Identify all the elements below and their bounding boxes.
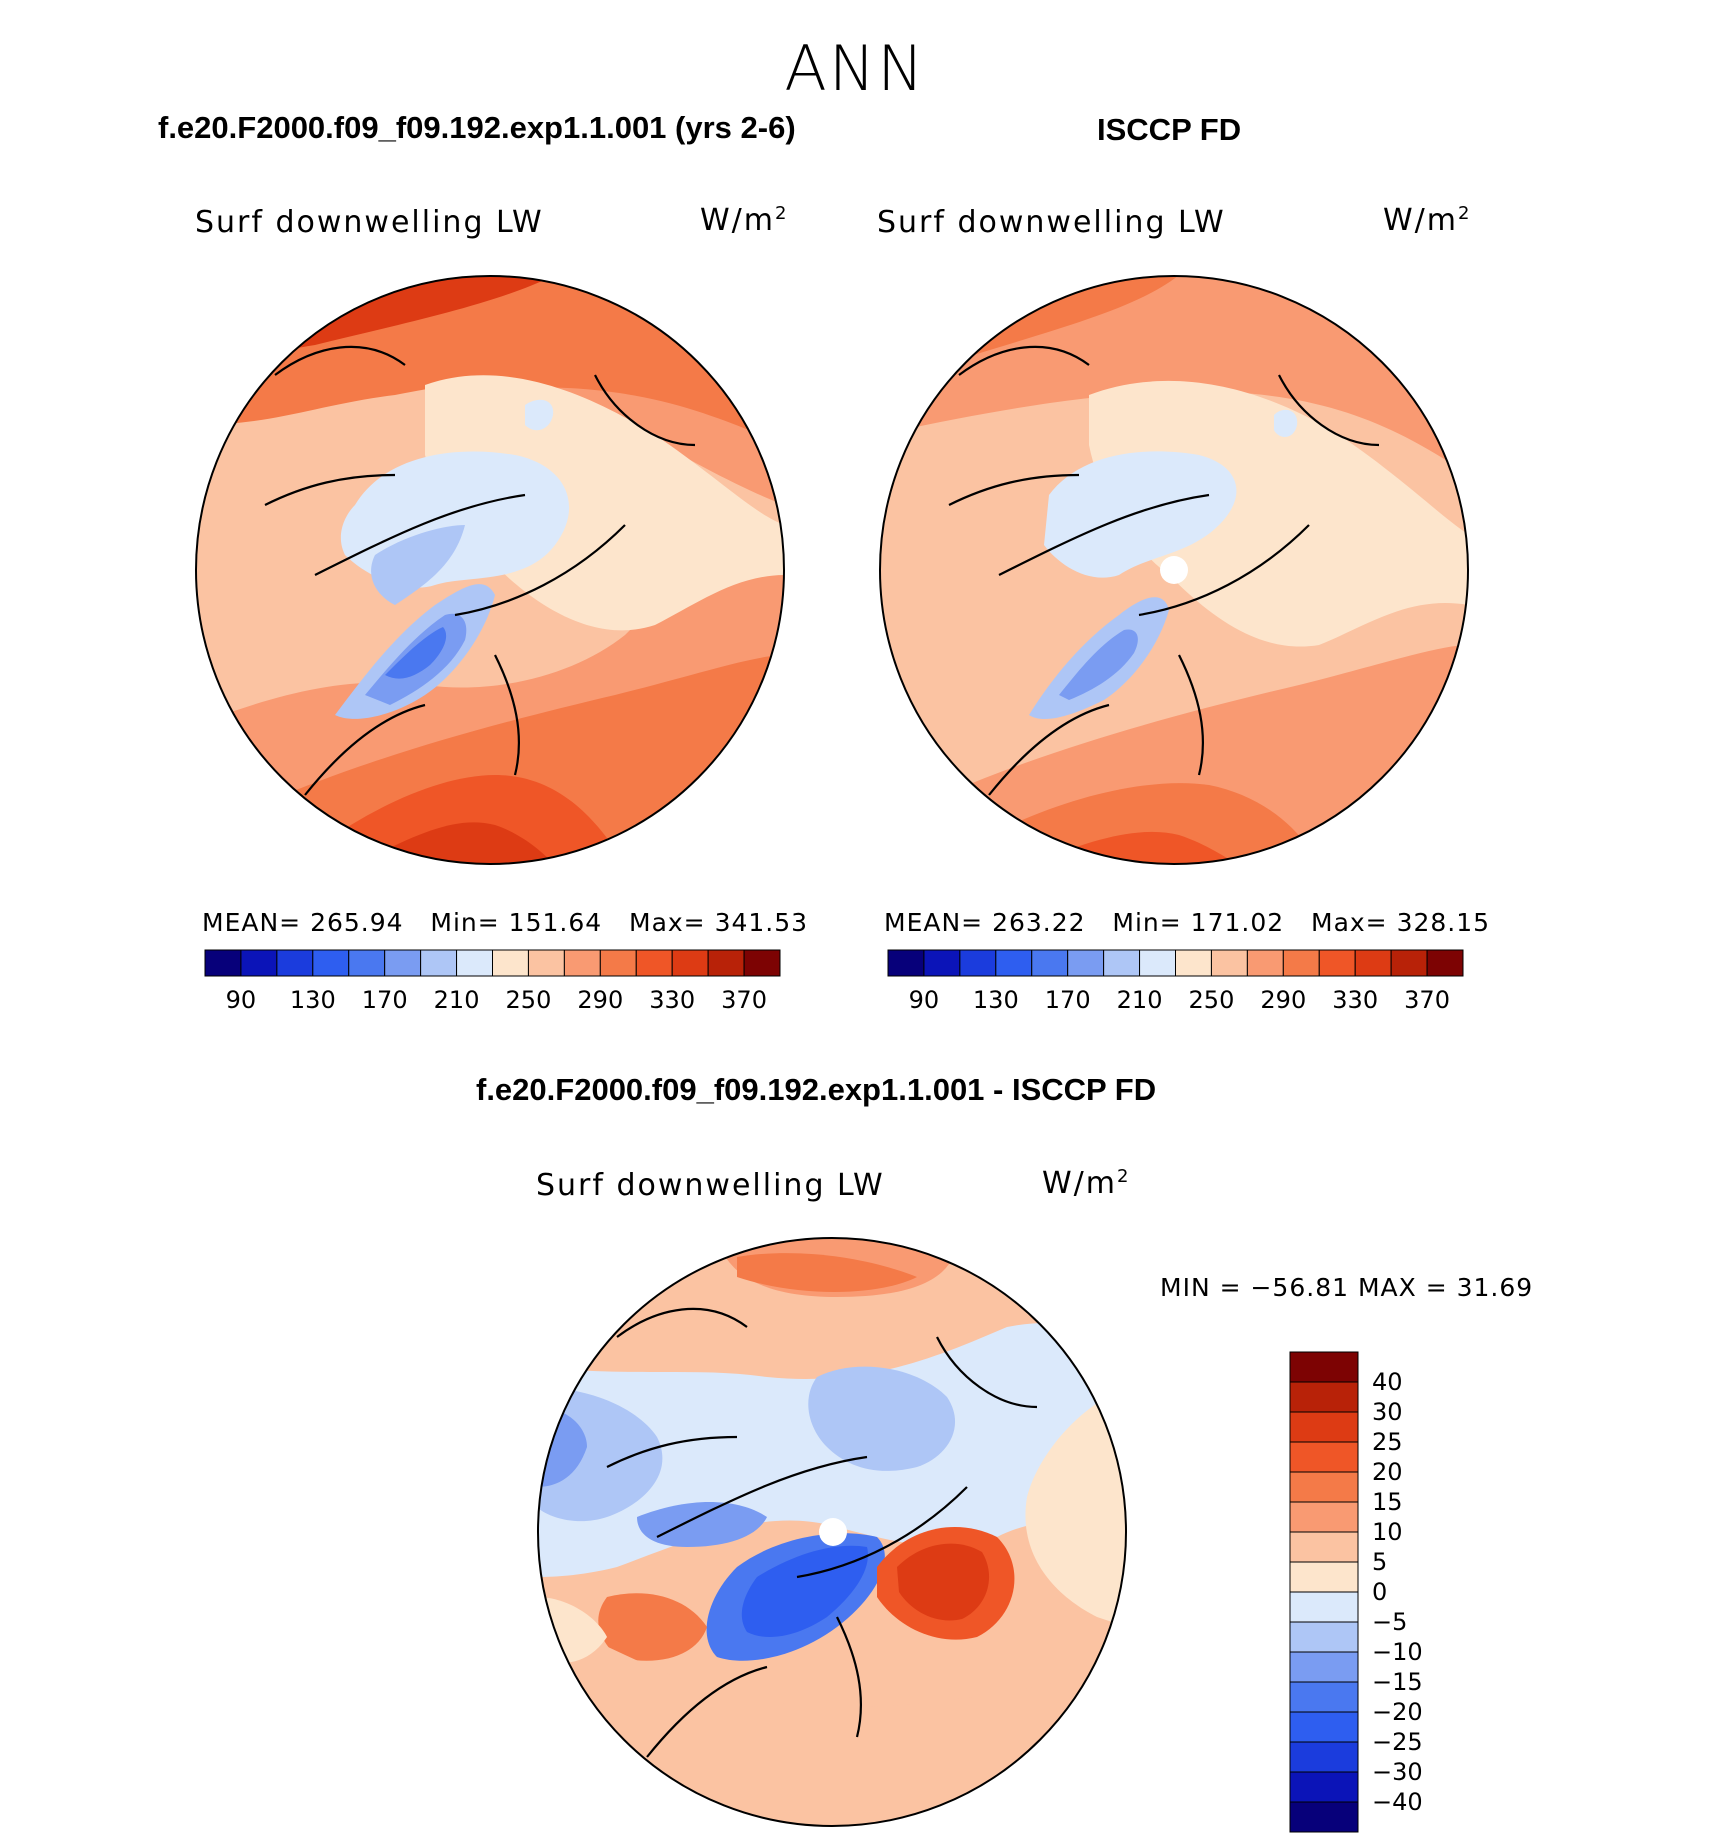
colorbar-swatch — [1139, 949, 1176, 977]
colorbar-tick-label: 170 — [362, 986, 408, 1014]
diff-polar-map — [537, 1237, 1127, 1827]
colorbar-swatch — [1103, 949, 1141, 977]
colorbar-swatch — [923, 949, 961, 977]
colorbar-swatch — [1067, 949, 1105, 977]
colorbar-swatch — [887, 949, 925, 977]
colorbar-swatch — [1289, 1501, 1359, 1533]
diff-variable-label: Surf downwelling LW — [536, 1168, 885, 1203]
colorbar-swatch — [1354, 949, 1392, 977]
colorbar-tick-label: 290 — [577, 986, 623, 1014]
colorbar-swatch — [1175, 949, 1212, 977]
obs-stats: MEAN= 263.22 Min= 171.02 Max= 328.15 — [884, 908, 1491, 937]
colorbar-tick-label: 30 — [1372, 1398, 1403, 1426]
colorbar-swatch — [1289, 1381, 1359, 1413]
colorbar-tick-label: 170 — [1045, 986, 1091, 1014]
colorbar-tick-label: −15 — [1372, 1668, 1423, 1696]
colorbar-swatch — [743, 949, 781, 977]
colorbar-tick-label: 210 — [1117, 986, 1163, 1014]
colorbar-tick-label: 5 — [1372, 1548, 1387, 1576]
colorbar-swatch — [1426, 949, 1464, 977]
colorbar-swatch — [420, 949, 458, 977]
colorbar-tick-label: 90 — [909, 986, 940, 1014]
colorbar-tick-label: 250 — [506, 986, 552, 1014]
colorbar-tick-label: 130 — [290, 986, 336, 1014]
obs-variable-label: Surf downwelling LW — [877, 205, 1226, 240]
colorbar-swatch — [1289, 1801, 1359, 1833]
colorbar-swatch — [204, 949, 242, 977]
colorbar-swatch — [1289, 1621, 1359, 1653]
colorbar-tick-label: 210 — [434, 986, 480, 1014]
colorbar-tick-label: 130 — [973, 986, 1019, 1014]
obs-panel-title: ISCCP FD — [1097, 112, 1242, 147]
colorbar-tick-label: 250 — [1189, 986, 1235, 1014]
colorbar-tick-label: −5 — [1372, 1608, 1407, 1636]
colorbar-swatch — [348, 949, 386, 977]
colorbar-swatch — [456, 949, 493, 977]
model-colorbar: 90 130 170 210 250 290 330 370 — [204, 949, 781, 1014]
colorbar-tick-label: 330 — [1332, 986, 1378, 1014]
colorbar-swatch — [1246, 949, 1284, 977]
colorbar-tick-label: −25 — [1372, 1728, 1423, 1756]
colorbar-swatch — [1318, 949, 1356, 977]
model-variable-label: Surf downwelling LW — [195, 205, 544, 240]
colorbar-swatch — [1031, 949, 1069, 977]
colorbar-swatch — [1390, 949, 1428, 977]
model-panel-title: f.e20.F2000.f09_f09.192.exp1.1.001 (yrs … — [158, 110, 796, 145]
colorbar-swatch — [527, 949, 565, 977]
colorbar-swatch — [959, 949, 997, 977]
colorbar-swatch — [1289, 1411, 1359, 1443]
model-units-label: W/m2 — [700, 203, 789, 238]
colorbar-tick-label: 330 — [649, 986, 695, 1014]
colorbar-swatch — [276, 949, 314, 977]
colorbar-tick-label: 90 — [226, 986, 257, 1014]
diff-minmax: MIN = −56.81 MAX = 31.69 — [1160, 1273, 1534, 1302]
colorbar-swatch — [1289, 1441, 1359, 1473]
colorbar-swatch — [1210, 949, 1248, 977]
colorbar-tick-label: −30 — [1372, 1758, 1423, 1786]
colorbar-tick-label: 15 — [1372, 1488, 1403, 1516]
diff-units-label: W/m2 — [1042, 1166, 1131, 1201]
colorbar-tick-label: 370 — [1404, 986, 1450, 1014]
obs-colorbar: 90 130 170 210 250 290 330 370 — [887, 949, 1464, 1014]
colorbar-swatch — [384, 949, 422, 977]
diff-panel-title: f.e20.F2000.f09_f09.192.exp1.1.001 - ISC… — [476, 1072, 1157, 1107]
colorbar-swatch — [1289, 1561, 1359, 1593]
model-stats: MEAN= 265.94 Min= 151.64 Max= 341.53 — [202, 908, 809, 937]
colorbar-swatch — [1289, 1681, 1359, 1713]
model-polar-map — [195, 275, 785, 865]
colorbar-tick-label: −40 — [1372, 1788, 1423, 1816]
colorbar-swatch — [671, 949, 709, 977]
colorbar-swatch — [492, 949, 529, 977]
colorbar-swatch — [1289, 1741, 1359, 1773]
colorbar-tick-label: 40 — [1372, 1368, 1403, 1396]
colorbar-tick-label: 0 — [1372, 1578, 1387, 1606]
colorbar-swatch — [1289, 1711, 1359, 1743]
colorbar-swatch — [599, 949, 637, 977]
colorbar-swatch — [1289, 1651, 1359, 1683]
colorbar-swatch — [563, 949, 601, 977]
colorbar-swatch — [707, 949, 745, 977]
colorbar-swatch — [240, 949, 278, 977]
colorbar-tick-label: −20 — [1372, 1698, 1423, 1726]
colorbar-swatch — [1282, 949, 1320, 977]
colorbar-tick-label: 25 — [1372, 1428, 1403, 1456]
colorbar-swatch — [312, 949, 350, 977]
colorbar-tick-label: 10 — [1372, 1518, 1403, 1546]
colorbar-swatch — [635, 949, 673, 977]
colorbar-tick-label: 290 — [1260, 986, 1306, 1014]
colorbar-swatch — [1289, 1531, 1359, 1563]
obs-units-label: W/m2 — [1383, 203, 1472, 238]
colorbar-swatch — [1289, 1471, 1359, 1503]
colorbar-swatch — [1289, 1351, 1359, 1383]
colorbar-tick-label: 20 — [1372, 1458, 1403, 1486]
colorbar-tick-label: 370 — [721, 986, 767, 1014]
colorbar-swatch — [1289, 1591, 1359, 1623]
colorbar-swatch — [1289, 1771, 1359, 1803]
obs-polar-map — [879, 275, 1469, 865]
colorbar-tick-label: −10 — [1372, 1638, 1423, 1666]
colorbar-swatch — [995, 949, 1033, 977]
season-title: ANN — [784, 32, 926, 105]
